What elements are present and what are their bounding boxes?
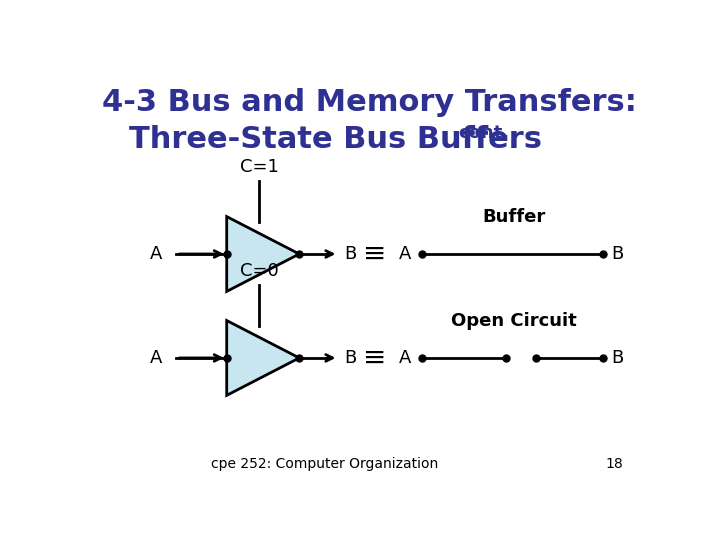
Text: C=0: C=0 [240,262,279,280]
Text: B: B [344,349,356,367]
Text: B: B [344,245,356,263]
Text: Three-State Bus Buffers: Three-State Bus Buffers [129,125,542,154]
Polygon shape [227,217,300,292]
Text: ≡: ≡ [363,344,386,372]
Text: 4-3 Bus and Memory Transfers:: 4-3 Bus and Memory Transfers: [102,87,636,117]
Text: 18: 18 [606,457,624,471]
Polygon shape [227,321,300,395]
Text: A: A [398,349,411,367]
Text: cont.: cont. [458,124,509,143]
Text: B: B [612,349,624,367]
Text: C=1: C=1 [240,158,279,176]
Text: B: B [612,245,624,263]
Text: ≡: ≡ [363,240,386,268]
Text: A: A [150,349,163,367]
Text: cpe 252: Computer Organization: cpe 252: Computer Organization [211,457,438,471]
Text: A: A [150,245,163,263]
Text: Open Circuit: Open Circuit [451,312,577,329]
Text: Buffer: Buffer [482,207,546,226]
Text: A: A [398,245,411,263]
